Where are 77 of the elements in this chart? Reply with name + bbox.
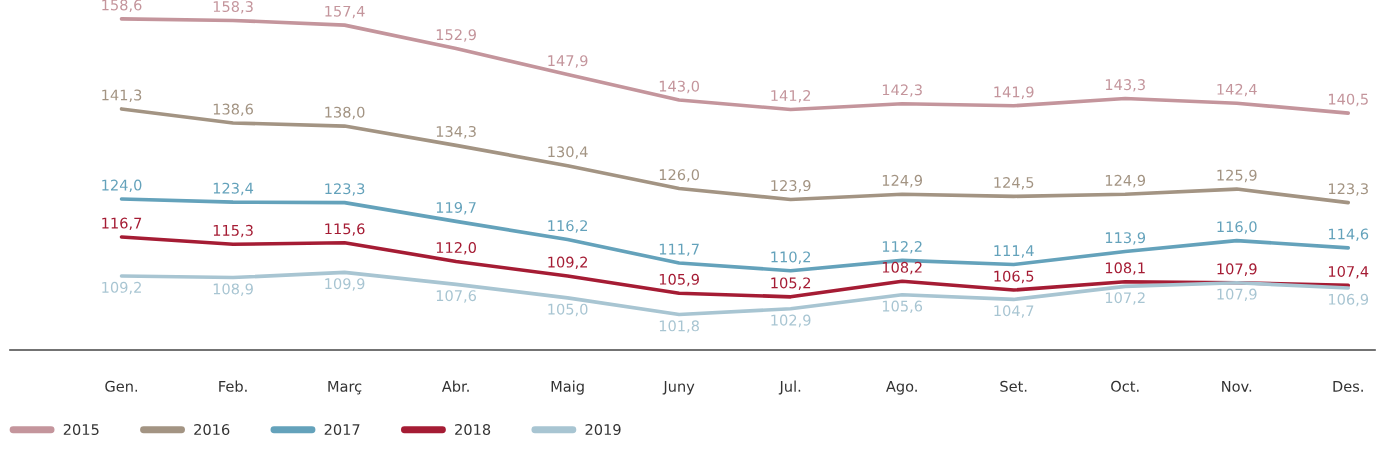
data-label: 124,0 <box>102 179 142 193</box>
data-label: 123,3 <box>325 183 365 196</box>
data-label: 123,4 <box>213 182 254 196</box>
data-label: 141,3 <box>102 89 142 103</box>
data-label: 105,6 <box>882 300 923 314</box>
legend-label: 2017 <box>324 424 360 436</box>
data-label: 104,7 <box>994 305 1034 318</box>
data-label: 107,2 <box>1105 292 1145 305</box>
data-label: 152,9 <box>436 29 476 42</box>
data-label: 134,3 <box>436 125 476 139</box>
data-label: 115,3 <box>213 224 253 238</box>
data-label: 147,9 <box>548 55 588 68</box>
data-label: 124,5 <box>994 176 1034 190</box>
data-label: 102,9 <box>771 314 811 328</box>
data-label: 111,7 <box>659 243 699 257</box>
data-label: 109,2 <box>548 256 588 270</box>
x-tick-label: Oct. <box>1111 380 1139 392</box>
data-label: 123,9 <box>771 180 811 193</box>
data-label: 112,2 <box>882 240 922 254</box>
data-label: 112,0 <box>436 242 476 255</box>
data-label: 138,0 <box>325 106 365 120</box>
data-label: 142,4 <box>1217 83 1257 97</box>
data-label: 124,9 <box>1105 174 1146 188</box>
x-tick-label: Des. <box>1333 381 1363 392</box>
data-label: 130,4 <box>548 146 588 159</box>
data-label: 125,9 <box>1217 169 1257 183</box>
x-tick-label: Abr. <box>441 380 469 392</box>
data-label: 158,3 <box>213 1 253 14</box>
data-label: 109,2 <box>102 281 141 295</box>
data-label: 106,9 <box>1328 293 1369 307</box>
data-label: 107,4 <box>1328 265 1369 279</box>
data-label: 143,0 <box>659 80 700 94</box>
data-label: 142,3 <box>882 84 922 97</box>
data-label: 109,9 <box>325 278 365 291</box>
x-tick-label: Set. <box>1000 380 1027 392</box>
data-label: 126,0 <box>659 169 700 182</box>
data-label: 108,9 <box>213 283 253 296</box>
data-label: 141,9 <box>994 86 1034 99</box>
data-label: 105,9 <box>659 273 699 287</box>
data-label: 119,7 <box>436 201 476 215</box>
data-label: 115,6 <box>325 223 365 236</box>
data-label: 116,7 <box>102 217 142 231</box>
data-label: 101,8 <box>659 320 699 333</box>
legend-label: 2016 <box>194 424 230 436</box>
x-tick-label: Maig <box>551 380 584 395</box>
data-label: 111,4 <box>994 245 1034 258</box>
data-label: 116,2 <box>548 220 588 233</box>
data-label: 105,2 <box>771 277 811 290</box>
legend-label: 2019 <box>585 424 621 436</box>
data-label: 116,0 <box>1217 221 1257 234</box>
data-label: 108,2 <box>882 261 922 275</box>
data-label: 107,6 <box>436 290 477 303</box>
data-label: 123,3 <box>1328 183 1368 196</box>
data-label: 157,4 <box>325 5 365 19</box>
data-label: 158,6 <box>102 0 142 12</box>
data-label: 124,9 <box>882 174 923 188</box>
data-label: 107,9 <box>1217 263 1257 276</box>
data-label: 114,6 <box>1328 228 1369 241</box>
data-label: 140,5 <box>1328 93 1368 107</box>
data-label: 113,9 <box>1105 232 1146 245</box>
data-label: 143,3 <box>1105 79 1145 92</box>
x-tick-label: Ago. <box>886 381 917 395</box>
legend-label: 2018 <box>455 424 491 436</box>
x-tick-label: Març <box>328 381 362 395</box>
data-label: 105,0 <box>548 303 588 317</box>
x-tick-label: Gen. <box>105 380 138 392</box>
legend-label: 2015 <box>63 424 99 436</box>
data-label: 108,1 <box>1105 262 1145 275</box>
x-tick-label: Nov. <box>1222 381 1252 392</box>
data-label: 138,6 <box>213 103 253 117</box>
x-tick-label: Feb. <box>219 380 247 392</box>
x-tick-label: Juny <box>662 381 695 395</box>
data-label: 107,9 <box>1217 288 1257 302</box>
data-label: 141,2 <box>771 90 811 103</box>
x-tick-label: Jul. <box>778 380 801 395</box>
data-label: 106,5 <box>994 270 1034 284</box>
data-label: 110,2 <box>771 251 811 264</box>
